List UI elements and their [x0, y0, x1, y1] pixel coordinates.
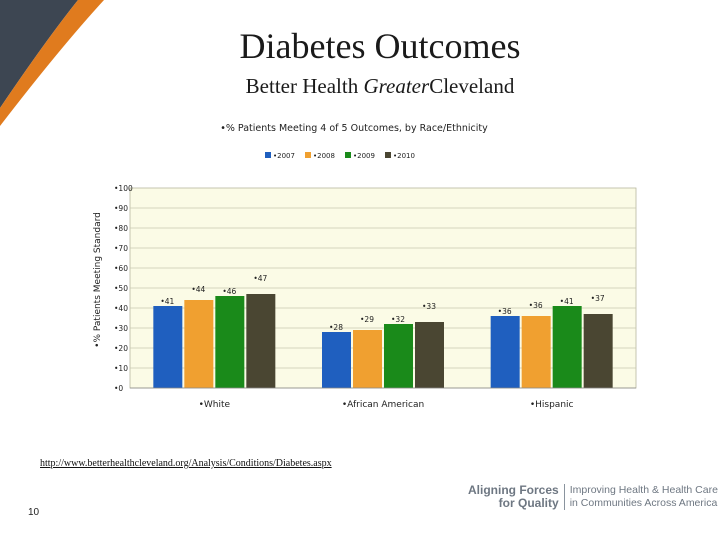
y-tick-label-20: •20	[114, 344, 128, 353]
data-label-white-2008: •44	[191, 285, 205, 294]
y-tick-label-90: •90	[114, 204, 128, 213]
x-tick-label-hispanic: •Hispanic	[530, 400, 574, 410]
y-tick-label-10: •10	[114, 364, 128, 373]
y-tick-label-60: •60	[114, 264, 128, 273]
chart-title: •% Patients Meeting 4 of 5 Outcomes, by …	[220, 123, 488, 134]
page-number: 10	[28, 507, 40, 518]
subtitle-part1: Better Health	[245, 74, 364, 98]
data-label-hispanic-2007: •36	[498, 307, 512, 316]
x-tick-label-white: •White	[199, 400, 231, 410]
data-label-hispanic-2009: •41	[560, 297, 574, 306]
bar-white-2010	[246, 294, 276, 388]
legend-swatch-2008	[305, 152, 311, 158]
data-label-african-american-2010: •33	[422, 302, 436, 311]
logo-line1: Aligning Forces	[468, 483, 559, 497]
logo-tagline: Improving Health & Health Care in Commun…	[570, 484, 718, 510]
y-tick-label-100: •100	[114, 184, 133, 193]
legend-label-2009: •2009	[353, 152, 375, 160]
legend-swatch-2007	[265, 152, 271, 158]
logo-divider	[563, 484, 565, 510]
data-label-white-2007: •41	[160, 297, 174, 306]
y-tick-label-80: •80	[114, 224, 128, 233]
y-tick-label-50: •50	[114, 284, 128, 293]
legend-swatch-2009	[345, 152, 351, 158]
source-link[interactable]: http://www.betterhealthcleveland.org/Ana…	[40, 458, 332, 469]
y-tick-label-70: •70	[114, 244, 128, 253]
subtitle-part2: Cleveland	[429, 74, 515, 98]
bar-white-2008	[184, 300, 214, 388]
x-tick-label-african-american: •African American	[342, 400, 424, 410]
swoosh-dark-band	[0, 0, 78, 108]
slide-subtitle: Better Health GreaterCleveland	[150, 74, 610, 99]
legend-label-2010: •2010	[393, 152, 415, 160]
logo-wordmark: Aligning Forces for Quality	[468, 484, 559, 510]
decorative-swoosh	[0, 0, 104, 126]
logo-line2: for Quality	[498, 496, 559, 510]
bar-hispanic-2010	[583, 314, 613, 388]
bar-african-american-2007	[322, 332, 351, 388]
bar-hispanic-2009	[552, 306, 582, 388]
aligning-forces-logo: Aligning Forces for Quality Improving He…	[468, 484, 718, 510]
y-tick-label-30: •30	[114, 324, 128, 333]
slide-title: Diabetes Outcomes	[239, 26, 521, 66]
data-label-hispanic-2010: •37	[591, 294, 605, 303]
y-tick-label-40: •40	[114, 304, 128, 313]
legend-label-2007: •2007	[273, 152, 295, 160]
subtitle-italic: Greater	[363, 74, 430, 98]
data-label-african-american-2007: •28	[329, 323, 343, 332]
y-axis-label: •% Patients Meeting Standard	[93, 212, 103, 348]
bar-african-american-2009	[384, 324, 413, 388]
bar-hispanic-2008	[521, 316, 551, 388]
bar-hispanic-2007	[490, 316, 520, 388]
data-label-white-2009: •46	[222, 287, 236, 296]
bar-african-american-2008	[353, 330, 382, 388]
bar-white-2009	[215, 296, 245, 388]
bar-white-2007	[153, 306, 183, 388]
logo-tagline1: Improving Health & Health Care	[569, 484, 718, 496]
data-label-white-2010: •47	[253, 274, 267, 283]
data-label-hispanic-2008: •36	[529, 301, 543, 310]
legend-label-2008: •2008	[313, 152, 335, 160]
logo-tagline2: in Communities Across America	[569, 497, 718, 509]
data-label-african-american-2008: •29	[360, 315, 374, 324]
bar-african-american-2010	[415, 322, 444, 388]
legend-swatch-2010	[385, 152, 391, 158]
y-tick-label-0: •0	[114, 384, 123, 393]
data-label-african-american-2009: •32	[391, 315, 405, 324]
